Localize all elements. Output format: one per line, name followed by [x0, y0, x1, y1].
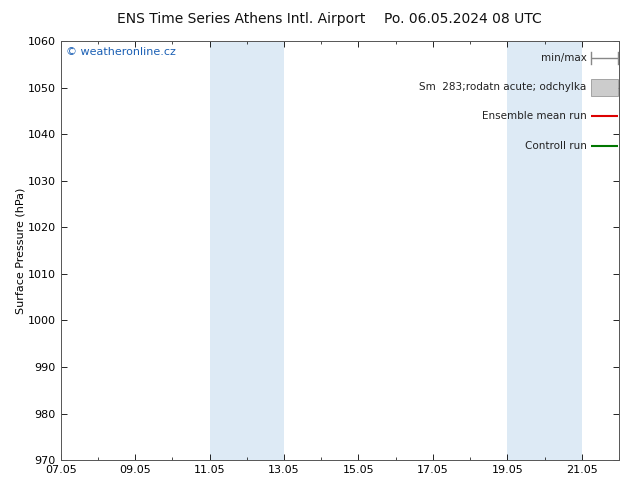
Bar: [591, 79, 618, 96]
Text: min/max: min/max: [541, 53, 586, 63]
Text: Ensemble mean run: Ensemble mean run: [482, 112, 586, 122]
Text: ENS Time Series Athens Intl. Airport: ENS Time Series Athens Intl. Airport: [117, 12, 365, 26]
Bar: [210, 41, 284, 460]
Text: Sm  283;rodatn acute; odchylka: Sm 283;rodatn acute; odchylka: [419, 82, 586, 92]
Y-axis label: Surface Pressure (hPa): Surface Pressure (hPa): [15, 187, 25, 314]
Bar: [507, 41, 582, 460]
Text: Controll run: Controll run: [525, 141, 586, 151]
Text: © weatheronline.cz: © weatheronline.cz: [67, 48, 176, 57]
Text: Po. 06.05.2024 08 UTC: Po. 06.05.2024 08 UTC: [384, 12, 541, 26]
